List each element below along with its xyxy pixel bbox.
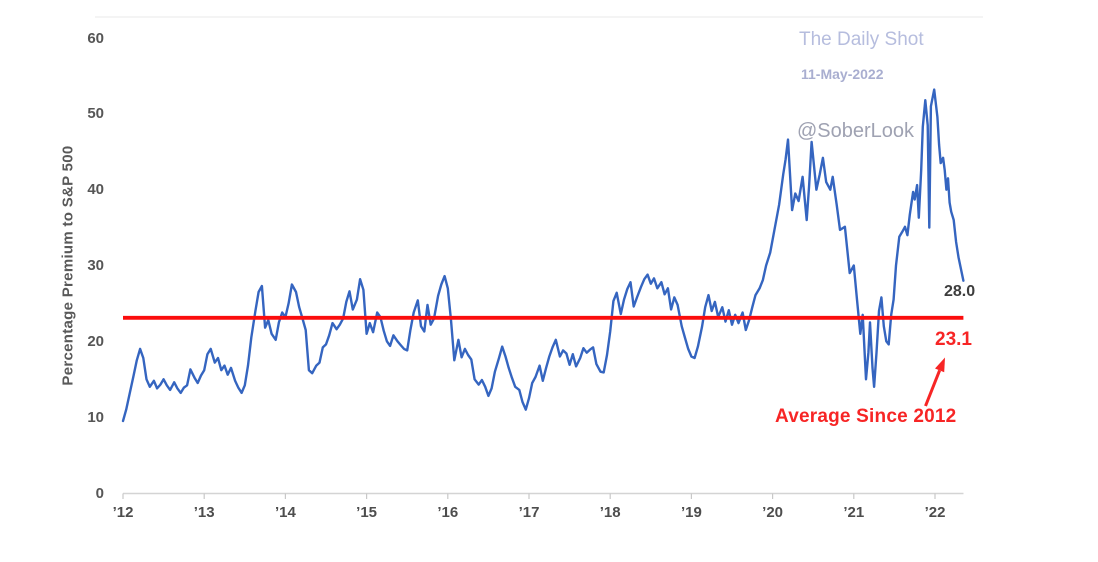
x-tick-label: ’20: [762, 504, 784, 521]
watermark-handle: @SoberLook: [797, 120, 915, 142]
y-tick-label: 40: [87, 181, 104, 199]
x-axis-ticks: [122, 493, 936, 499]
x-tick-label: ’15: [356, 504, 378, 521]
x-tick-label: ’13: [193, 504, 215, 521]
x-tick-label: ’17: [518, 504, 540, 521]
y-tick-label: 10: [87, 408, 104, 426]
x-tick-label: ’22: [924, 504, 946, 521]
average-value-label: 23.1: [935, 329, 972, 350]
y-tick-label: 20: [87, 332, 104, 350]
y-tick-label: 30: [87, 257, 104, 274]
x-tick-label: ’18: [599, 504, 621, 521]
x-tick-label: ’19: [680, 504, 702, 521]
x-tick-label: ’21: [843, 504, 865, 521]
watermark-date: 11-May-2022: [801, 66, 884, 82]
watermark-source: The Daily Shot: [799, 29, 924, 50]
x-tick-label: ’14: [274, 504, 296, 521]
y-tick-label: 0: [95, 484, 104, 502]
last-value-label: 28.0: [944, 283, 976, 300]
average-annotation-text: Average Since 2012: [775, 406, 957, 427]
y-tick-label: 60: [87, 29, 104, 47]
x-tick-label: ’12: [112, 504, 134, 521]
premium-line-series: [121, 88, 965, 423]
y-tick-label: 50: [87, 105, 104, 123]
red-arrow-icon: [924, 357, 945, 407]
x-tick-label: ’16: [437, 504, 459, 521]
